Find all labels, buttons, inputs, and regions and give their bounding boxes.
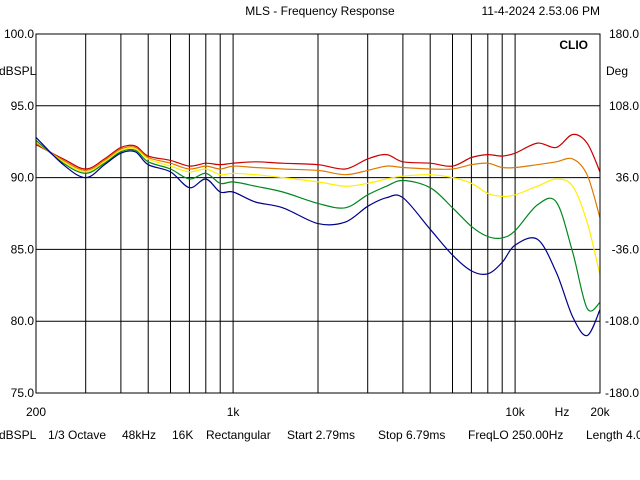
y-tick-label: 75.0: [11, 386, 35, 400]
footer-unit: dBSPL: [0, 428, 37, 442]
footer-smoothing: 1/3 Octave: [48, 428, 106, 442]
y2-axis-unit: Deg: [606, 64, 628, 78]
y-axis-ticks: 100.0 95.0 90.0 85.0 80.0 75.0: [4, 27, 34, 400]
y-axis-unit: dBSPL: [0, 64, 37, 78]
brand-logo: CLIO: [559, 38, 588, 52]
x-tick-label: 20k: [590, 405, 610, 419]
footer-stop: Stop 6.79ms: [378, 428, 445, 442]
y2-tick-label: 180.0: [609, 27, 639, 41]
y2-tick-label: -108.0: [605, 314, 639, 328]
footer-window: Rectangular: [206, 428, 271, 442]
y2-tick-label: -36.0: [612, 242, 640, 256]
footer-size: 16K: [172, 428, 193, 442]
y2-tick-label: -180.0: [605, 386, 639, 400]
plot-frame: [35, 33, 601, 394]
x-tick-label: 10k: [505, 405, 525, 419]
footer-freq-lo: FreqLO 250.00Hz: [468, 428, 563, 442]
y-tick-label: 100.0: [4, 27, 34, 41]
x-axis-ticks: 200 1k 10k 20k: [26, 405, 611, 419]
series-line-1: [35, 133, 601, 173]
y-tick-label: 85.0: [11, 242, 35, 256]
chart-title: MLS - Frequency Response: [245, 4, 395, 18]
footer-start: Start 2.79ms: [287, 428, 355, 442]
series-line-5: [35, 136, 601, 337]
series-group: [35, 133, 601, 337]
y2-axis-ticks: 180.0 108.0 36.0 -36.0 -108.0 -180.0: [605, 27, 639, 400]
y-tick-label: 80.0: [11, 314, 35, 328]
x-axis-unit: Hz: [555, 405, 570, 419]
y-tick-label: 95.0: [11, 99, 35, 113]
footer-length: Length 4.00ms: [586, 428, 640, 442]
y2-tick-label: 108.0: [609, 99, 639, 113]
y-tick-label: 90.0: [11, 171, 35, 185]
series-line-4: [35, 139, 601, 312]
grid-lines: [36, 34, 600, 393]
timestamp: 11-4-2024 2.53.06 PM: [481, 4, 600, 18]
y2-tick-label: 36.0: [616, 171, 640, 185]
footer-sample-rate: 48kHz: [122, 428, 156, 442]
x-tick-label: 1k: [227, 405, 241, 419]
series-line-3: [35, 141, 601, 276]
x-tick-label: 200: [26, 405, 46, 419]
series-line-2: [35, 142, 601, 218]
